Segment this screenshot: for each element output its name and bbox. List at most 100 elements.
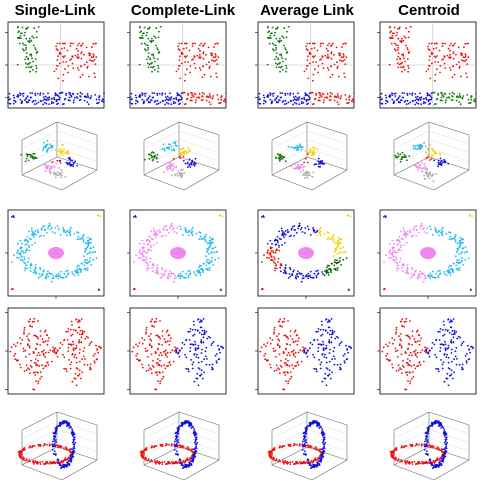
data-point [190,448,193,450]
data-point [436,42,438,45]
data-point [275,37,278,40]
data-point [321,160,324,162]
data-point [294,351,297,354]
data-point [31,92,34,94]
data-point [83,99,86,102]
data-point [79,377,82,380]
data-point [270,101,273,104]
data-point [295,161,298,164]
data-point [202,52,205,55]
data-point [158,343,161,346]
data-point [411,330,414,332]
data-point [304,157,307,160]
data-point [59,341,62,344]
data-point [279,266,282,269]
data-point [318,228,321,231]
data-point [23,99,26,101]
data-point [201,377,204,380]
pane-grid [428,139,470,153]
data-point [405,269,408,271]
data-point [319,165,321,168]
panel-row1-complete-link [127,21,227,109]
data-point [266,63,269,66]
data-point [448,92,451,95]
data-point [276,27,278,30]
data-point [189,272,192,275]
data-point [63,148,65,151]
data-point [26,235,29,238]
data-point [203,93,206,95]
data-point [181,172,184,175]
data-point [157,67,160,70]
corner-point [11,215,13,218]
data-point [72,349,75,352]
data-point [424,165,427,168]
pane-grid [306,139,348,153]
data-point [192,162,195,165]
data-point [61,103,64,106]
data-point [143,26,146,29]
data-point [321,92,324,95]
data-point [458,267,461,269]
data-point [31,446,33,449]
data-point [71,62,74,65]
data-point [280,366,283,368]
data-point [41,364,44,367]
data-point [59,162,62,164]
data-point [47,275,50,278]
data-point [24,262,27,265]
data-point [204,240,207,243]
data-point [270,450,272,453]
data-point [419,351,422,354]
data-point [284,230,287,232]
data-point [300,148,303,151]
data-point [172,280,175,283]
data-point [8,92,11,95]
data-point [313,98,316,101]
data-point [464,53,467,56]
data-point [172,165,175,168]
data-point [283,269,286,271]
data-point [273,44,275,46]
data-point [22,48,24,51]
data-point [333,264,336,267]
data-point [56,174,59,177]
data-point [98,95,101,97]
data-point [180,169,183,171]
data-point [150,66,152,68]
data-point [200,369,203,372]
data-point [414,145,417,148]
data-point [474,100,477,103]
data-point [153,446,155,449]
data-point [181,52,184,55]
data-point [217,98,220,101]
axis-pane-edge [271,156,308,176]
data-point [263,343,265,346]
data-point [321,56,324,58]
data-point [139,249,142,252]
data-point [411,335,414,337]
data-point [276,26,279,29]
data-point [344,76,346,78]
data-point [399,153,402,156]
data-point [28,249,31,252]
data-point [322,431,325,434]
data-point [65,61,68,63]
data-point [439,157,442,160]
data-point [68,460,71,463]
data-point [411,275,414,278]
data-point [143,100,145,103]
data-point [281,446,283,449]
data-point [274,251,277,254]
data-point [312,146,314,149]
data-point [61,144,63,147]
data-point [65,330,68,333]
data-point [173,277,176,280]
data-point [189,347,192,349]
data-point [31,68,34,71]
data-point [385,354,387,357]
data-point [37,320,39,322]
data-point [83,346,86,349]
data-point [156,161,159,163]
data-point [51,97,53,100]
